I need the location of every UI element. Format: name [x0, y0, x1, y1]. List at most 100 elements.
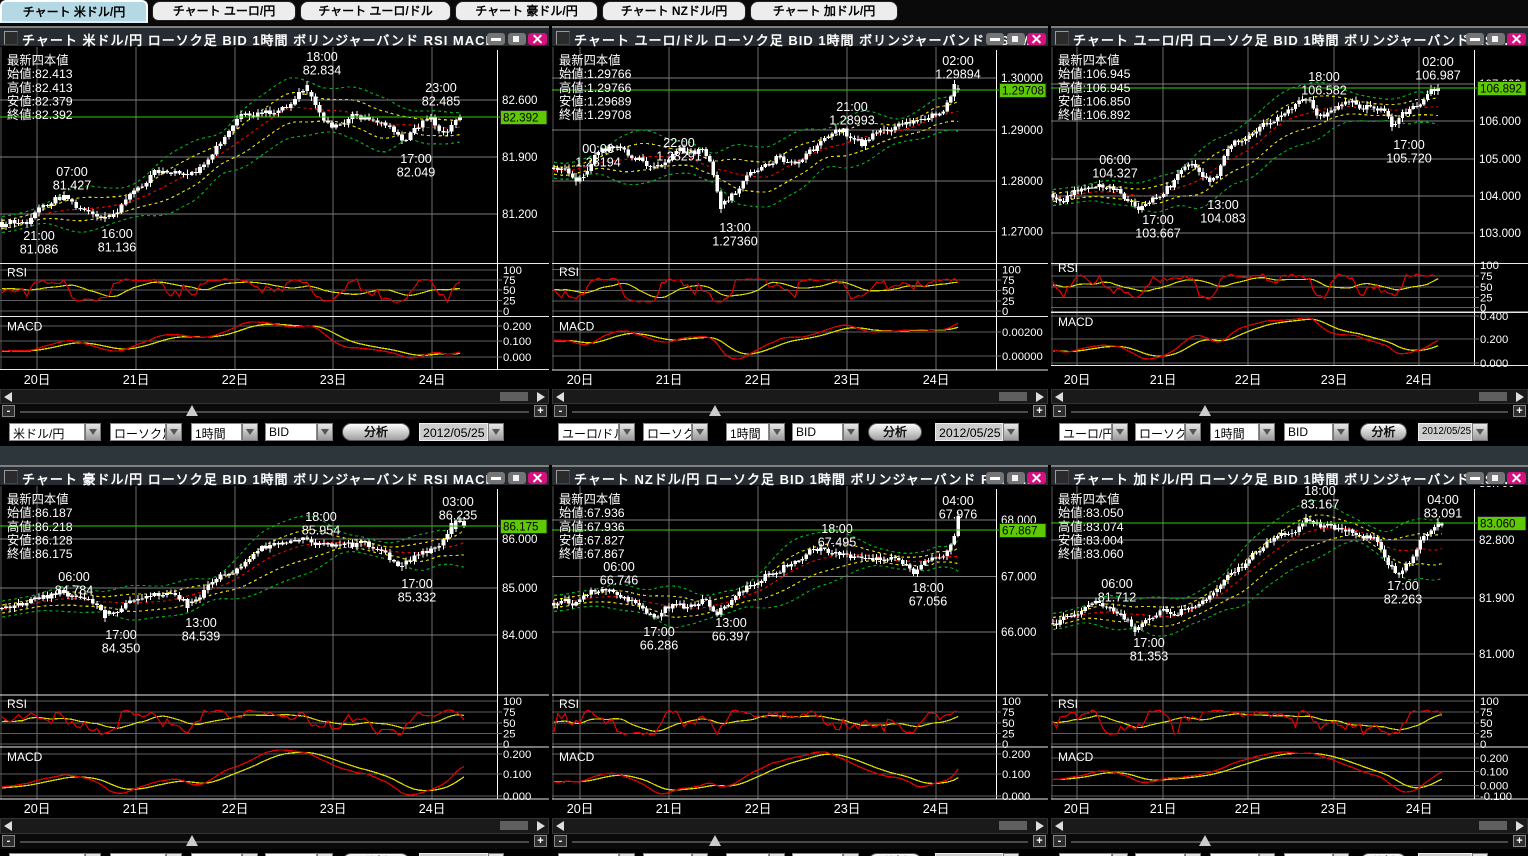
svg-text:1.28993: 1.28993 [829, 114, 875, 128]
svg-text:1.28000: 1.28000 [1001, 175, 1043, 188]
svg-text:0.200: 0.200 [503, 321, 531, 333]
svg-text:13:00: 13:00 [715, 616, 747, 630]
svg-text:18:00: 18:00 [306, 50, 338, 64]
svg-text:50: 50 [1002, 286, 1015, 298]
svg-text:終値:106.892: 終値:106.892 [1058, 107, 1131, 122]
svg-text:06:00: 06:00 [58, 570, 90, 584]
svg-text:24日: 24日 [1406, 373, 1433, 387]
svg-text:RSI: RSI [1058, 697, 1078, 711]
svg-text:0.00200: 0.00200 [1002, 327, 1043, 339]
svg-text:23日: 23日 [834, 373, 861, 387]
svg-text:RSI: RSI [7, 266, 27, 280]
svg-text:13:00: 13:00 [1207, 198, 1239, 212]
svg-text:20日: 20日 [1064, 802, 1091, 816]
svg-text:100: 100 [503, 265, 522, 277]
svg-text:0: 0 [1480, 303, 1486, 315]
svg-text:最新四本値: 最新四本値 [559, 492, 621, 507]
svg-text:81.000: 81.000 [1479, 648, 1514, 661]
svg-text:0.100: 0.100 [1002, 769, 1030, 781]
svg-text:1.29708: 1.29708 [1002, 85, 1044, 98]
svg-text:24日: 24日 [923, 373, 950, 387]
svg-text:18:00: 18:00 [912, 581, 944, 595]
svg-text:17:00: 17:00 [1393, 138, 1425, 152]
svg-text:23日: 23日 [320, 373, 347, 387]
svg-text:23日: 23日 [834, 802, 861, 816]
svg-text:75: 75 [1480, 707, 1493, 719]
svg-text:高値:106.945: 高値:106.945 [1058, 80, 1131, 95]
svg-text:81.086: 81.086 [20, 243, 59, 257]
svg-text:75: 75 [1002, 707, 1015, 719]
svg-text:104.327: 104.327 [1092, 167, 1138, 181]
svg-text:安値:1.29689: 安値:1.29689 [559, 93, 632, 108]
svg-text:0.000: 0.000 [503, 352, 531, 364]
svg-text:MACD: MACD [559, 750, 595, 764]
svg-text:82.392: 82.392 [503, 112, 538, 125]
svg-text:24日: 24日 [1406, 802, 1433, 816]
svg-text:21:00: 21:00 [836, 100, 868, 114]
svg-text:20日: 20日 [24, 802, 51, 816]
svg-text:1.30000: 1.30000 [1001, 72, 1043, 85]
svg-text:0: 0 [503, 306, 509, 318]
svg-text:高値:1.29766: 高値:1.29766 [559, 80, 632, 95]
svg-text:0.000: 0.000 [1002, 791, 1030, 803]
svg-text:81.427: 81.427 [53, 179, 92, 193]
svg-text:82.600: 82.600 [502, 94, 537, 107]
svg-text:84.539: 84.539 [182, 630, 221, 644]
svg-text:22日: 22日 [222, 373, 249, 387]
svg-text:04:00: 04:00 [1427, 493, 1459, 507]
svg-text:83.091: 83.091 [1424, 507, 1463, 521]
svg-text:02:00: 02:00 [942, 54, 974, 68]
svg-text:22:00: 22:00 [663, 136, 695, 150]
svg-text:50: 50 [1480, 718, 1493, 730]
svg-text:0.100: 0.100 [503, 769, 531, 781]
svg-text:81.900: 81.900 [502, 151, 537, 164]
svg-text:07:00: 07:00 [56, 165, 88, 179]
svg-text:始値:86.187: 始値:86.187 [7, 505, 73, 520]
svg-text:50: 50 [503, 718, 516, 730]
svg-text:22日: 22日 [222, 802, 249, 816]
svg-text:1.28291: 1.28291 [656, 150, 702, 164]
svg-text:22日: 22日 [1235, 373, 1262, 387]
svg-text:0.200: 0.200 [1002, 749, 1030, 761]
svg-text:16:00: 16:00 [101, 227, 133, 241]
svg-text:85.000: 85.000 [502, 582, 537, 595]
svg-text:50: 50 [1480, 282, 1493, 294]
svg-text:最新四本値: 最新四本値 [1058, 492, 1120, 507]
svg-text:高値:86.218: 高値:86.218 [7, 519, 73, 534]
svg-text:最新四本値: 最新四本値 [7, 53, 69, 68]
svg-text:0.200: 0.200 [1480, 334, 1508, 346]
svg-text:始値:106.945: 始値:106.945 [1058, 66, 1131, 81]
svg-text:25: 25 [1002, 296, 1015, 308]
svg-text:06:00: 06:00 [1101, 577, 1133, 591]
svg-text:21日: 21日 [123, 802, 150, 816]
svg-text:100: 100 [1002, 696, 1021, 708]
svg-text:17:00: 17:00 [643, 625, 675, 639]
svg-text:85.954: 85.954 [302, 524, 341, 538]
svg-text:02:00: 02:00 [1422, 55, 1454, 69]
svg-text:25: 25 [1480, 293, 1493, 305]
svg-text:23日: 23日 [320, 802, 347, 816]
svg-text:24日: 24日 [923, 802, 950, 816]
svg-text:1.28194: 1.28194 [575, 156, 621, 170]
svg-text:82.800: 82.800 [1479, 534, 1514, 547]
svg-text:20日: 20日 [567, 373, 594, 387]
svg-text:0: 0 [1002, 306, 1008, 318]
svg-text:安値:106.850: 安値:106.850 [1058, 93, 1131, 108]
svg-text:MACD: MACD [1058, 315, 1094, 329]
svg-text:終値:86.175: 終値:86.175 [7, 546, 73, 561]
svg-text:82.834: 82.834 [303, 64, 342, 78]
svg-text:18:00: 18:00 [305, 510, 337, 524]
svg-text:高値:82.413: 高値:82.413 [7, 80, 73, 95]
svg-text:81.712: 81.712 [1098, 591, 1137, 605]
svg-text:86.235: 86.235 [439, 509, 478, 523]
svg-text:81.200: 81.200 [502, 208, 537, 221]
svg-text:始値:82.413: 始値:82.413 [7, 66, 73, 81]
svg-text:24日: 24日 [419, 802, 446, 816]
svg-text:24日: 24日 [419, 373, 446, 387]
svg-text:50: 50 [503, 285, 516, 297]
svg-text:25: 25 [1480, 729, 1493, 741]
svg-text:106.582: 106.582 [1301, 84, 1347, 98]
svg-text:105.000: 105.000 [1479, 153, 1521, 166]
svg-text:105.720: 105.720 [1386, 152, 1432, 166]
svg-text:100: 100 [1480, 696, 1499, 708]
